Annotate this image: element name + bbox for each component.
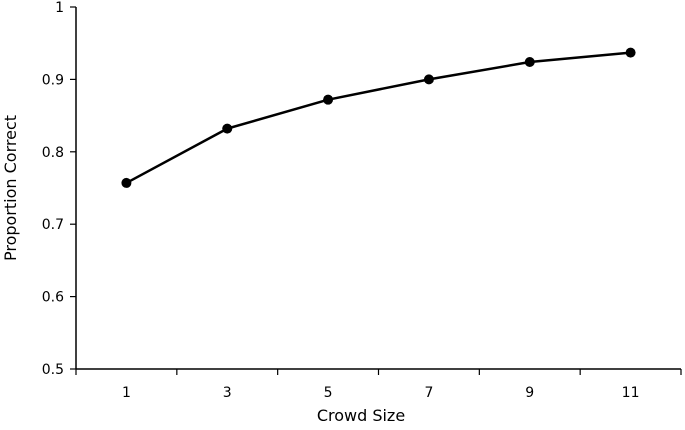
x-tick-label: 9 [525,385,534,401]
y-tick-label: 0.9 [42,72,64,88]
data-point [222,123,233,134]
tick-labels: 0.50.60.70.80.911 3 5 7 9 11 [42,0,640,401]
x-axis-title: Crowd Size [317,406,405,425]
data-series [121,47,636,188]
data-point [423,74,434,85]
y-tick-label: 0.8 [42,145,64,161]
y-tick-label: 0.7 [42,217,64,233]
series-line [125,51,631,185]
x-tick-label: 7 [424,385,433,401]
y-axis-title: Proportion Correct [1,115,20,261]
data-point [121,177,132,188]
axes [70,6,682,375]
x-tick-label: 11 [622,385,640,401]
y-tick-label: 0.5 [42,362,64,378]
x-tick-label: 5 [324,385,333,401]
x-tick-label: 3 [223,385,232,401]
y-tick-label: 0.6 [42,290,64,306]
data-point [625,47,636,58]
data-point [323,94,334,105]
data-point [524,57,535,68]
x-tick-label: 1 [122,385,131,401]
y-tick-label: 1 [55,0,64,16]
